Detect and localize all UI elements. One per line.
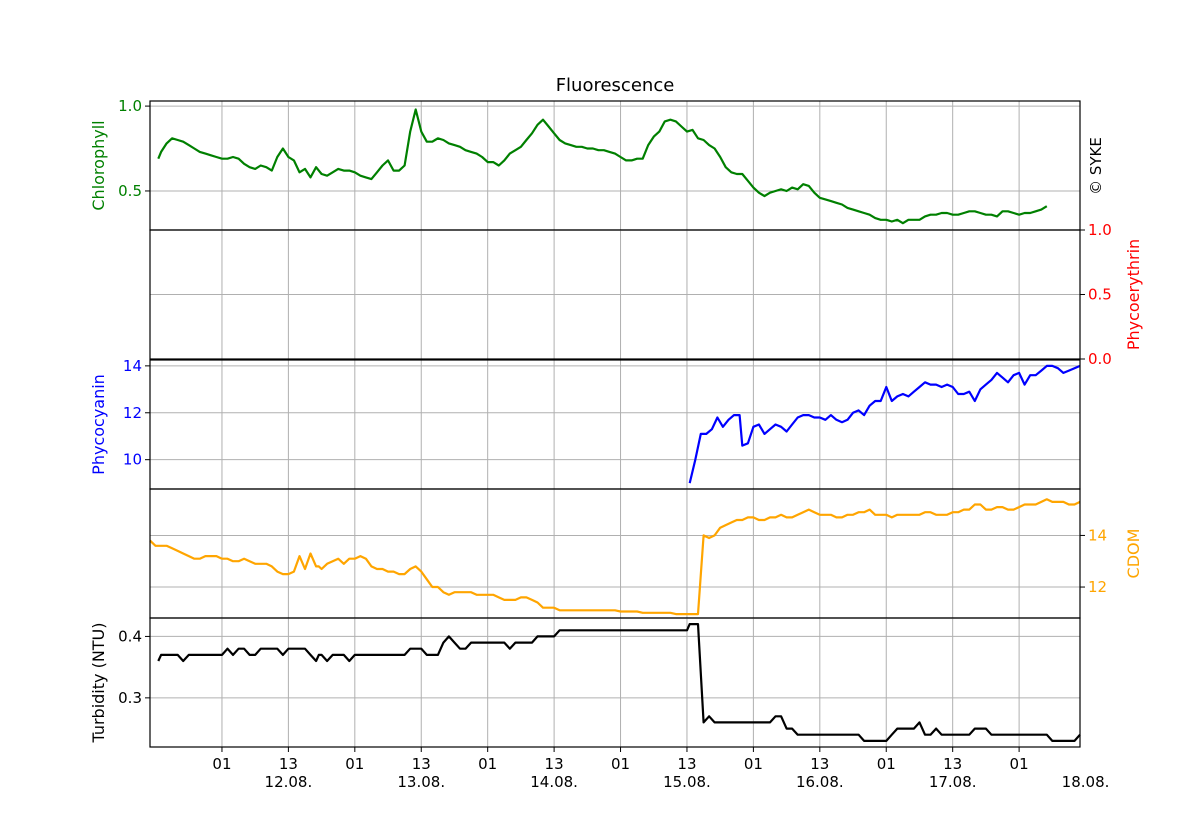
panel-3: 10 12 14 Phycocyanin: [89, 357, 1081, 490]
y-tick-label: 10: [123, 451, 142, 469]
x-tick-label: 13: [279, 755, 298, 773]
y-tick-label: 1.0: [118, 97, 142, 115]
y-tick-label: 0.0: [1088, 350, 1112, 368]
x-axis: 01 13 01 13 01 13 01 13 01 13 01 13 01 12.08. 13.08. 14…: [212, 747, 1109, 791]
chart-title: Fluorescence: [556, 75, 675, 96]
y-tick-label: 1.0: [1088, 221, 1112, 239]
y-axis-label: Phycoerythrin: [1124, 239, 1143, 350]
panel-1: 0.5 1.0 Chlorophyll: [89, 97, 1081, 231]
y-axis-label: CDOM: [1124, 529, 1143, 579]
series-line: [157, 108, 1048, 225]
y-tick-label: 0.5: [1088, 286, 1112, 304]
x-date-label: 13.08.: [397, 773, 445, 791]
x-tick-label: 13: [412, 755, 431, 773]
y-tick-label: 0.5: [118, 182, 142, 200]
x-date-label: 16.08.: [796, 773, 844, 791]
panel-5: 0.3 0.4 Turbidity (NTU): [89, 617, 1081, 748]
y-axis-label: Turbidity (NTU): [89, 622, 108, 743]
x-tick-label: 01: [744, 755, 763, 773]
y-axis-label: Chlorophyll: [89, 120, 108, 210]
watermark-text: © SYKE: [1087, 137, 1105, 195]
x-tick-label: 01: [611, 755, 630, 773]
x-tick-label: 01: [212, 755, 231, 773]
x-date-label: 15.08.: [663, 773, 711, 791]
x-date-label: 17.08.: [929, 773, 977, 791]
x-tick-label: 13: [810, 755, 829, 773]
x-date-label: 14.08.: [530, 773, 578, 791]
y-tick-label: 0.3: [118, 689, 142, 707]
y-tick-label: 14: [123, 357, 142, 375]
series-line: [157, 622, 1081, 743]
x-tick-label: 01: [345, 755, 364, 773]
x-tick-label: 13: [943, 755, 962, 773]
y-tick-label: 0.4: [118, 627, 142, 645]
panel-frame: [149, 229, 1081, 360]
x-tick-label: 01: [478, 755, 497, 773]
y-tick-label: 14: [1088, 526, 1107, 544]
x-tick-label: 01: [877, 755, 896, 773]
x-tick-label: 01: [1010, 755, 1029, 773]
x-date-label: 18.08.: [1062, 773, 1110, 791]
x-tick-label: 13: [677, 755, 696, 773]
series-line: [149, 498, 1081, 616]
y-axis-label: Phycocyanin: [89, 374, 108, 475]
x-tick-label: 13: [545, 755, 564, 773]
chart-panels: 0.5 1.0 Chlorophyll 0.0 0.5 1.0 Phycoerythrin 1…: [89, 97, 1143, 748]
x-date-label: 12.08.: [265, 773, 313, 791]
y-tick-label: 12: [123, 404, 142, 422]
panel-2: 0.0 0.5 1.0 Phycoerythrin: [149, 221, 1143, 368]
series-line: [688, 364, 1081, 484]
panel-frame: [149, 617, 1081, 748]
panel-4: 12 14 CDOM: [149, 488, 1143, 619]
y-tick-label: 12: [1088, 578, 1107, 596]
